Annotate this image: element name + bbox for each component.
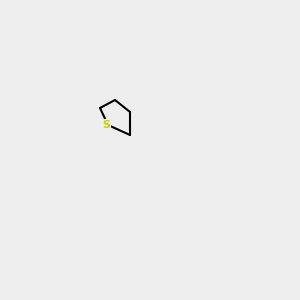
Text: S: S [102, 120, 110, 130]
